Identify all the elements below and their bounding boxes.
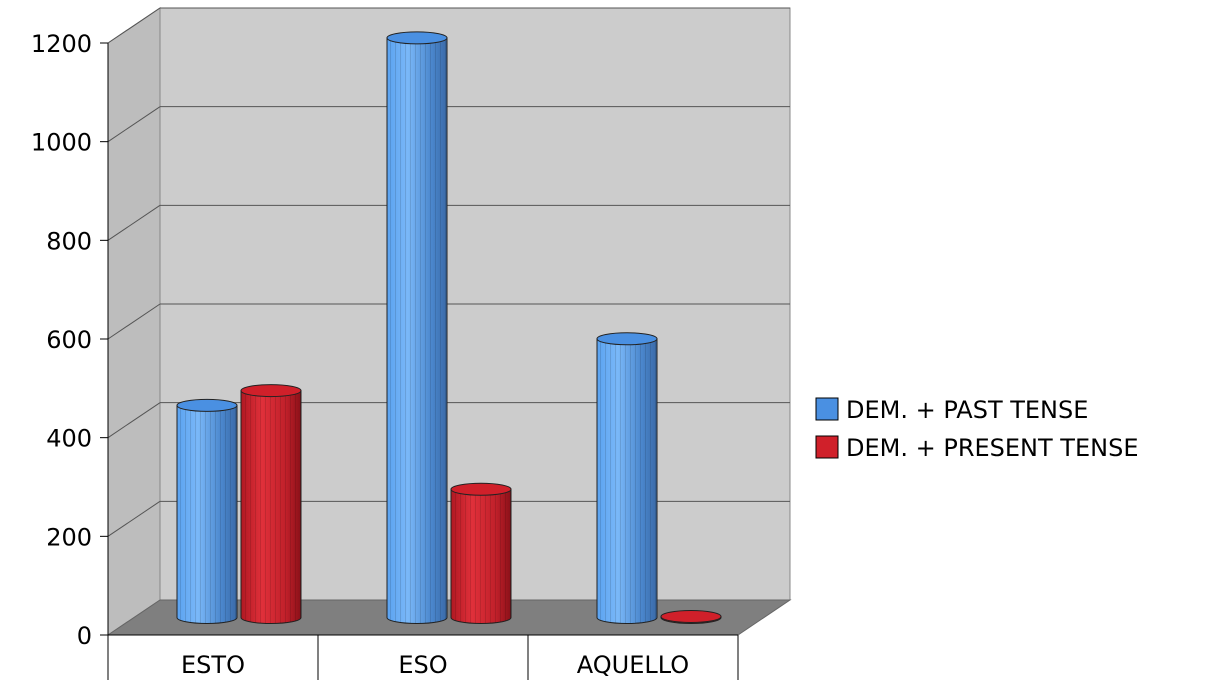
legend-label: DEM. + PRESENT TENSE xyxy=(846,434,1138,462)
legend-swatch xyxy=(815,397,839,421)
y-tick-label: 800 xyxy=(46,227,92,255)
bar-top xyxy=(176,398,238,412)
y-tick-label: 600 xyxy=(46,326,92,354)
bar-shading xyxy=(241,390,301,624)
bar-shading xyxy=(597,338,657,624)
x-tick-label: ESO xyxy=(398,651,447,679)
x-tick-label: ESTO xyxy=(181,651,245,679)
legend: DEM. + PAST TENSE DEM. + PRESENT TENSE xyxy=(815,396,1138,462)
legend-swatch xyxy=(815,435,839,459)
gridline-diagonal xyxy=(107,402,161,439)
bar-top xyxy=(450,482,512,496)
bar-top xyxy=(596,332,658,346)
bar xyxy=(596,332,658,624)
bar-shading xyxy=(387,37,447,624)
gridline-diagonal xyxy=(107,303,161,340)
y-tick-label: 0 xyxy=(77,622,92,650)
bar-shading xyxy=(177,405,238,624)
bar-shading xyxy=(451,489,511,624)
gridline-diagonal xyxy=(107,204,161,241)
bars xyxy=(176,31,722,624)
gridline-diagonal xyxy=(107,7,161,44)
bar xyxy=(660,610,722,624)
legend-label: DEM. + PAST TENSE xyxy=(846,396,1088,424)
bar xyxy=(386,31,448,624)
x-axis: ESTO ESO AQUELLO xyxy=(107,634,739,680)
gridline-diagonal xyxy=(107,500,161,537)
bar-top xyxy=(660,610,722,624)
y-axis: 0 200 400 600 800 1000 1200 xyxy=(31,30,109,650)
y-tick-label: 1000 xyxy=(31,129,92,157)
y-tick-label: 1200 xyxy=(31,30,92,58)
bar xyxy=(240,384,302,624)
bar-top xyxy=(240,384,302,398)
bar xyxy=(176,398,238,624)
y-tick-label: 400 xyxy=(46,425,92,453)
y-tick-label: 200 xyxy=(46,523,92,551)
x-tick-label: AQUELLO xyxy=(577,651,689,679)
bar-top xyxy=(386,31,448,45)
gridline-diagonal xyxy=(107,106,161,143)
bar xyxy=(450,482,512,624)
